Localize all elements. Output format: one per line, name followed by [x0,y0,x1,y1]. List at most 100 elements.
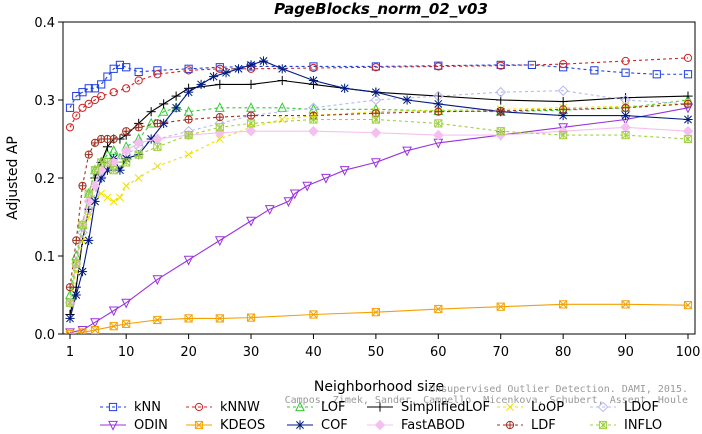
legend-item-loop: LoOP [497,400,564,415]
data-point-inflo [184,131,193,140]
data-point-cof [184,87,194,97]
data-point-ldf [153,119,162,128]
data-point-kdeos [496,302,505,311]
data-point-ldf [246,111,256,120]
data-point-knnw [153,70,162,79]
data-point-ldf [72,236,81,245]
data-point-knn [103,72,112,81]
legend: kNN kNNW LOF SimplifiedLOF LoOP LDOF ODIN KDEOS… [100,400,662,433]
data-point-kdeos [246,313,256,322]
legend-item-inflo: INFLO [590,418,662,433]
data-point-odin [121,298,132,309]
data-point-fastabod [308,125,319,137]
data-point-kdeos [621,300,630,309]
x-tick-label: 10 [118,345,135,360]
data-point-knn [153,66,162,75]
data-point-ldf [134,123,143,132]
data-point-lof [158,105,169,116]
data-point-odin [90,318,100,329]
data-point-simplifiedlof [171,91,181,101]
legend-label-lof: LOF [321,400,346,415]
data-point-lof [214,102,225,112]
y-tick-label: 0.2 [34,172,55,187]
data-point-inflo [78,220,87,229]
data-point-ldf [109,134,118,144]
data-point-cof [233,64,244,74]
data-point-inflo [122,158,131,167]
data-point-ldf [65,283,75,292]
data-point-knnw [134,76,143,85]
data-point-odin [264,205,275,215]
legend-label-odin: ODIN [134,418,168,433]
data-point-cof [402,95,412,105]
series-line-kdeos [69,303,689,334]
data-point-loop [122,181,131,190]
legend-item-knnw: kNNW [186,400,260,415]
x-tick-label: 30 [243,345,260,360]
legend-marker-odin [108,420,118,431]
legend-item-ldf: LDF [497,418,556,433]
data-point-ldf [90,138,100,147]
data-point-loop [109,197,118,206]
watermark-line-2: Campos, Zimek, Sander, Campello, Micenko… [285,395,688,406]
data-point-kdeos [184,314,193,323]
data-point-inflo [84,189,93,198]
data-point-knnw [621,56,630,66]
data-point-knnw [65,123,75,132]
y-axis: 0.0 0.1 0.2 0.3 0.4 [34,16,63,343]
data-point-knn [652,70,661,79]
data-point-odin [321,173,331,184]
legend-label-inflo: INFLO [624,418,662,433]
data-point-knn [122,63,131,72]
series-simplifiedlof [65,75,693,320]
data-point-ldf [683,99,693,109]
data-point-knnw [84,99,93,109]
legend-label-knnw: kNNW [220,400,260,415]
data-point-kdeos [78,328,87,334]
data-point-knn [84,84,93,93]
data-point-knnw [309,63,318,73]
legend-marker-loop [506,403,514,411]
data-point-odin [65,328,75,334]
legend-label-kdeos: KDEOS [220,418,265,433]
data-point-inflo [621,131,630,140]
data-point-cof [77,267,88,277]
data-point-cof [558,111,568,121]
y-axis-label: Adjusted AP [5,136,21,220]
data-point-knnw [371,63,380,72]
data-point-inflo [109,166,118,175]
data-point-loop [103,193,112,202]
data-point-cof [277,64,287,74]
legend-marker-cof [295,420,305,430]
x-tick-label: 80 [555,345,572,360]
data-point-fastabod [432,129,444,141]
series-knnw [65,53,693,132]
data-point-loop [115,193,124,202]
legend-label-ldf: LDF [531,418,556,433]
data-point-odin [302,181,313,192]
legend-item-odin: ODIN [100,418,168,433]
data-point-loop [215,135,224,143]
data-point-kdeos [122,319,131,328]
data-point-knn [65,103,75,112]
series-cof [65,56,693,323]
data-point-inflo [72,259,81,268]
data-point-knnw [122,84,131,93]
data-point-inflo [559,131,568,140]
data-point-ldf [496,106,505,116]
legend-item-ldof: LDOF [590,400,659,415]
data-point-ldf [122,127,131,136]
data-point-inflo [496,127,505,136]
legend-marker-kdeos [194,420,204,430]
data-point-fastabod [245,125,257,137]
series-layer [64,53,694,334]
data-point-knn [621,68,630,77]
data-point-ldf [84,150,93,159]
data-point-inflo [215,123,224,132]
data-point-inflo [65,298,75,307]
data-point-odin [152,275,163,286]
x-tick-label: 40 [305,345,322,360]
data-point-ldf [434,107,443,116]
data-point-knn [527,60,537,69]
